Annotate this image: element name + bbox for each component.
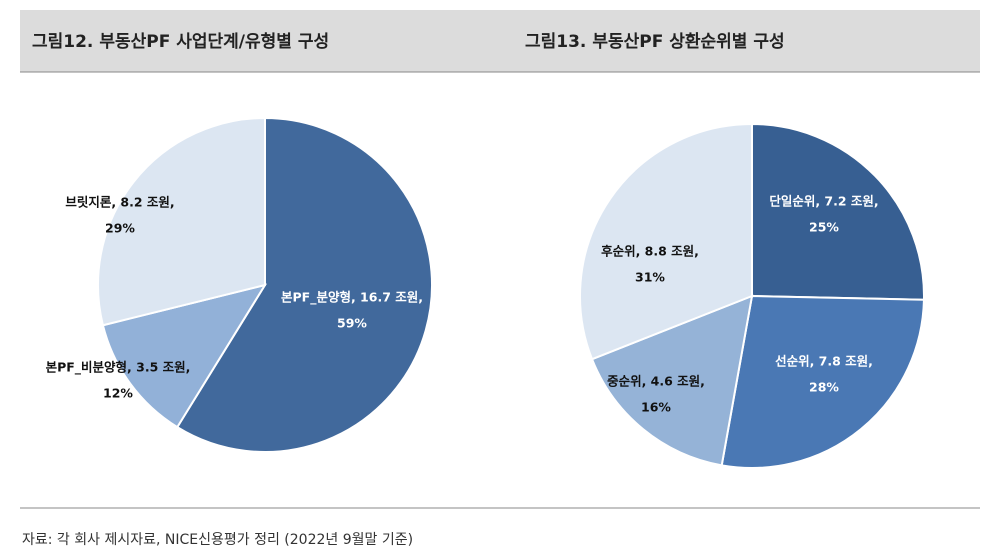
slice-share: 59%	[337, 316, 367, 331]
pie-slice	[578, 122, 753, 361]
slice-label: 본PF_분양형, 16.7 조원,	[281, 290, 423, 306]
source-note: 자료: 각 회사 제시자료, NICE신용평가 정리 (2022년 9월말 기준…	[22, 532, 413, 548]
slice-label: 선순위, 7.8 조원,	[775, 354, 873, 369]
slice-label: 브릿지론, 8.2 조원,	[65, 195, 174, 210]
slice-label: 후순위, 8.8 조원,	[601, 244, 699, 259]
slice-share: 29%	[105, 221, 135, 236]
slice-label: 본PF_비분양형, 3.5 조원,	[46, 360, 191, 376]
slice-share: 16%	[641, 400, 671, 415]
pie-slice	[175, 116, 433, 453]
slice-share: 25%	[809, 220, 839, 235]
slice-label: 중순위, 4.6 조원,	[607, 374, 705, 389]
slice-share: 28%	[809, 380, 839, 395]
header-bar	[20, 10, 980, 72]
slice-share: 31%	[635, 270, 665, 285]
pie-slice	[720, 294, 925, 469]
pie-slice	[101, 283, 268, 429]
pie-slice	[97, 116, 266, 327]
pie-slice	[751, 122, 925, 301]
chart-title: 그림13. 부동산PF 상환순위별 구성	[525, 32, 785, 52]
chart-title: 그림12. 부동산PF 사업단계/유형별 구성	[32, 31, 329, 52]
slice-share: 12%	[103, 386, 133, 401]
slice-label: 단일순위, 7.2 조원,	[769, 194, 878, 209]
pie-slice	[590, 294, 754, 467]
